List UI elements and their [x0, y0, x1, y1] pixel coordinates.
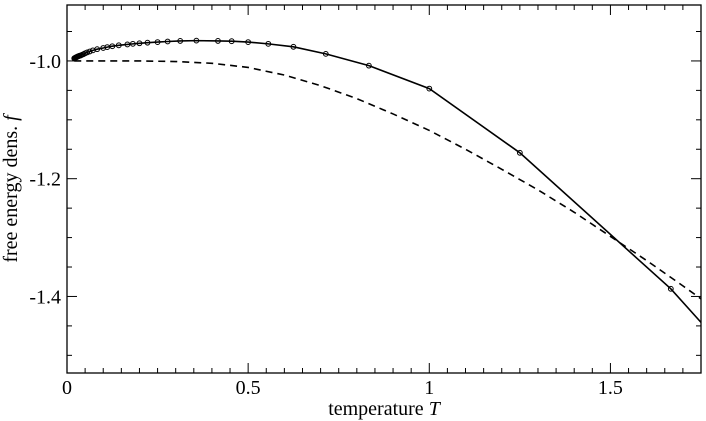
- data-point-marker: [164, 38, 171, 45]
- y-tick-label: -1.0: [29, 51, 61, 73]
- x-tick-label: 1.5: [598, 377, 623, 399]
- data-point-marker: [94, 46, 101, 53]
- plot-frame: [66, 4, 702, 374]
- x-tick-label: 0.5: [236, 377, 261, 399]
- data-point-marker: [426, 85, 433, 92]
- data-point-marker: [215, 38, 221, 44]
- data-point-marker: [144, 39, 151, 46]
- x-axis-symbol: T: [429, 398, 442, 420]
- plot-area: [71, 37, 702, 323]
- data-point-marker: [193, 37, 200, 44]
- data-point-marker: [154, 39, 161, 45]
- data-point-marker: [124, 41, 131, 48]
- axis-ticks: [66, 5, 702, 373]
- data-point-marker: [365, 62, 372, 69]
- data-point-marker: [84, 49, 91, 56]
- solid-series-line: [73, 39, 702, 323]
- x-axis-title: temperature T: [328, 398, 442, 420]
- x-tick-label: 0: [62, 377, 72, 399]
- data-point-marker: [516, 149, 523, 156]
- data-point-marker: [100, 45, 107, 51]
- y-axis-symbol: f: [0, 113, 22, 121]
- data-point-marker: [667, 285, 674, 292]
- x-tick-label: 1: [424, 377, 434, 399]
- y-axis-title: free energy dens. f: [0, 113, 22, 263]
- data-point-marker: [86, 48, 93, 55]
- data-point-marker: [228, 38, 235, 45]
- x-axis-title-text: temperature: [328, 398, 424, 420]
- data-point-marker: [129, 40, 136, 47]
- data-point-marker: [109, 43, 116, 50]
- data-point-marker: [245, 39, 252, 45]
- dashed-series-line: [74, 60, 702, 300]
- y-axis-title-text: free energy dens.: [0, 126, 22, 263]
- data-point-marker: [177, 38, 184, 44]
- y-tick-label: -1.2: [29, 169, 61, 191]
- tick-labels: 0 0.5 1 1.5 -1.0 -1.2 -1.4: [29, 51, 623, 399]
- data-point-marker: [322, 50, 329, 57]
- y-tick-label: -1.4: [29, 286, 61, 308]
- data-point-marker: [265, 40, 272, 47]
- data-point-marker: [290, 43, 297, 50]
- data-point-marker: [115, 42, 122, 49]
- data-point-marker: [136, 40, 143, 47]
